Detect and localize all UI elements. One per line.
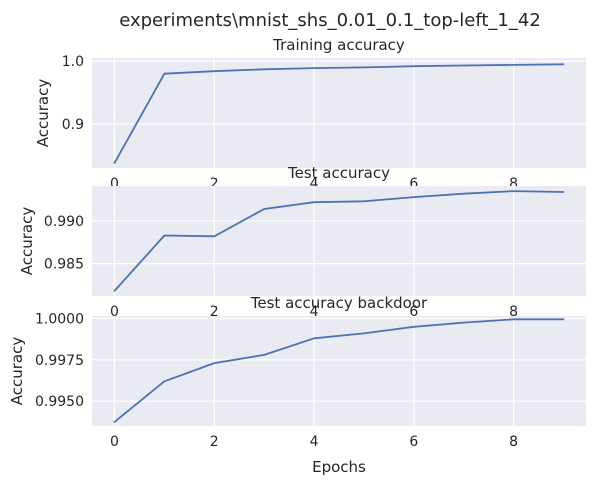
chart-2-series-line <box>113 318 565 423</box>
chart-0-x-tick-label: 2 <box>210 176 219 192</box>
chart-2-y-tick-label: 1.0000 <box>35 311 84 327</box>
chart-1-x-tick-label: 6 <box>409 304 418 320</box>
chart-2-x-tick-label: 0 <box>110 434 119 450</box>
chart-2-x-tick-label: 4 <box>310 434 319 450</box>
chart-1-y-tick-label: 0.990 <box>44 214 84 230</box>
chart-1-series-line <box>113 190 565 292</box>
chart-0-x-tick-label: 4 <box>310 176 319 192</box>
chart-1-x-tick-label: 8 <box>509 304 518 320</box>
chart-1-x-tick-label: 2 <box>210 304 219 320</box>
chart-0-title: Training accuracy <box>272 36 405 54</box>
chart-2-x-axis-label: Epochs <box>312 458 366 476</box>
chart-1-x-tick-label: 0 <box>110 304 119 320</box>
chart-2-y-tick-label: 0.9975 <box>35 353 84 369</box>
chart-1-plot-area <box>92 186 586 296</box>
figure-suptitle: experiments\mnist_shs_0.01_0.1_top-left_… <box>119 10 541 31</box>
chart-0-x-tick-label: 6 <box>409 176 418 192</box>
chart-2-title: Test accuracy backdoor <box>250 294 428 312</box>
chart-2-y-axis-label: Accuracy <box>8 337 26 406</box>
chart-0-y-tick-label: 1.0 <box>62 54 84 70</box>
chart-0-series-line <box>113 63 565 164</box>
chart-2-x-tick-label: 2 <box>210 434 219 450</box>
chart-2-x-tick-label: 8 <box>509 434 518 450</box>
chart-0-y-axis-label: Accuracy <box>34 79 52 148</box>
chart-1-y-axis-label: Accuracy <box>18 207 36 276</box>
chart-0-x-tick-label: 0 <box>110 176 119 192</box>
chart-0-x-tick-label: 8 <box>509 176 518 192</box>
chart-1-x-tick-label: 4 <box>310 304 319 320</box>
chart-2-plot-area <box>92 316 586 426</box>
chart-2-y-tick-label: 0.9950 <box>35 394 84 410</box>
chart-0-plot-area <box>92 58 586 168</box>
chart-1-title: Test accuracy <box>287 164 390 182</box>
chart-2-x-tick-label: 6 <box>409 434 418 450</box>
chart-1-y-tick-label: 0.985 <box>44 257 84 273</box>
chart-0-y-tick-label: 0.9 <box>62 117 84 133</box>
